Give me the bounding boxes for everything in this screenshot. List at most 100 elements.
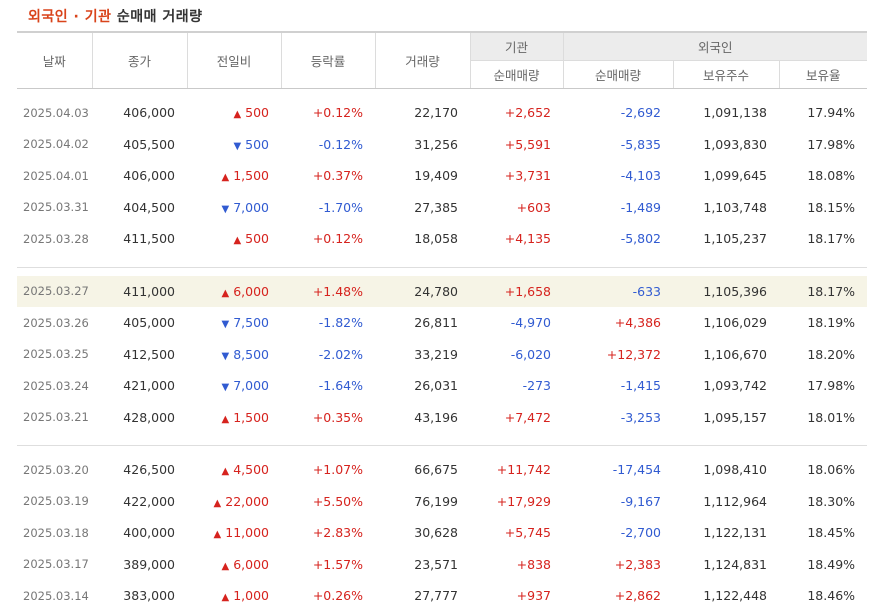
table-row: 2025.04.01 406,000 ▲ 1,500 +0.37% 19,409 +3,73…: [17, 160, 867, 192]
cell-close: 411,000: [92, 275, 187, 307]
cell-date: 2025.03.25: [23, 347, 89, 362]
spacer-row: [17, 267, 867, 276]
trading-table: 날짜 종가 전일비 등락률 거래량 기관 외국인 순매매량 순매매량 보유주수 …: [17, 31, 868, 612]
header-foreign-hold: 보유주수: [672, 60, 779, 89]
cell-change: ▼ 7,000: [187, 370, 281, 402]
cell-foreign-hold: 1,106,670: [703, 346, 767, 362]
cell-foreign-ratio: 18.19%: [807, 315, 856, 331]
cell-volume: 18,058: [414, 231, 458, 247]
title-accent: 외국인 · 기관: [28, 9, 112, 25]
cell-foreign-ratio: 18.06%: [807, 462, 856, 478]
cell-rate: +0.35%: [312, 409, 363, 425]
cell-foreign-ratio: 17.98%: [807, 378, 856, 394]
change-value: 7,000: [233, 378, 269, 394]
page-title: 외국인 · 기관 순매매 거래량: [28, 6, 203, 26]
cell-close: 412,500: [123, 346, 175, 362]
header-inst-group: 기관: [469, 31, 563, 61]
cell-inst-net: +1,658: [470, 275, 563, 307]
cell-foreign-ratio: 18.08%: [807, 168, 856, 184]
cell-foreign-net: -2,700: [620, 525, 661, 541]
cell-change: ▼ 8,500: [187, 339, 281, 371]
cell-inst-net: +5,745: [504, 525, 551, 541]
cell-date: 2025.03.21: [23, 410, 89, 425]
cell-foreign-net: -5,835: [620, 136, 661, 152]
cell-rate: -1.64%: [318, 378, 363, 394]
cell-foreign-ratio: 18.30%: [807, 493, 856, 509]
change-value: 500: [245, 105, 269, 121]
cell-inst-net: +7,472: [504, 409, 551, 425]
table-body: 2025.04.03 406,000 ▲ 500 +0.12% 22,170 +2,652-…: [17, 89, 868, 612]
cell-foreign-hold: 1,099,645: [703, 168, 767, 184]
cell-foreign-net: -633: [563, 275, 673, 307]
cell-change: ▲ 1,500: [187, 160, 281, 192]
cell-close: 406,000: [123, 105, 175, 121]
cell-foreign-net: -4,103: [620, 168, 661, 184]
cell-close: 422,000: [123, 493, 175, 509]
cell-inst-net: +5,591: [504, 136, 551, 152]
cell-inst-net: +11,742: [496, 462, 551, 478]
change-value: 22,000: [225, 493, 269, 509]
cell-volume: 30,628: [414, 525, 458, 541]
cell-date: 2025.03.24: [23, 378, 89, 393]
group-separator: [17, 433, 868, 446]
spacer-cell: [17, 433, 868, 446]
header-rate: 등락률: [280, 31, 375, 89]
cell-change: ▲ 500: [187, 97, 281, 129]
cell-rate: -0.12%: [318, 136, 363, 152]
cell-volume: 31,256: [414, 136, 458, 152]
cell-foreign-net: +12,372: [606, 346, 661, 362]
cell-foreign-hold: 1,095,157: [703, 409, 767, 425]
change-value: 7,500: [233, 315, 269, 331]
cell-foreign-hold: 1,105,237: [703, 231, 767, 247]
cell-foreign-ratio: 18.49%: [807, 556, 856, 572]
triangle-up-icon: ▲: [221, 466, 230, 478]
cell-foreign-net: +4,386: [614, 315, 661, 331]
cell-foreign-net: -1,489: [620, 199, 661, 215]
change-value: 11,000: [225, 525, 269, 541]
cell-inst-net: +17,929: [496, 493, 551, 509]
group-separator: [17, 254, 868, 268]
table-row: 2025.03.19 422,000 ▲ 22,000 +5.50% 76,199 +17,…: [17, 486, 867, 518]
cell-date: 2025.04.01: [23, 168, 89, 183]
table-row: 2025.03.21 428,000 ▲ 1,500 +0.35% 43,196 +7,47…: [17, 402, 867, 434]
cell-rate: -2.02%: [318, 346, 363, 362]
cell-foreign-hold: 1,091,138: [703, 105, 767, 121]
cell-date: 2025.03.19: [23, 494, 89, 509]
cell-volume: 23,571: [414, 556, 458, 572]
cell-close: 404,500: [123, 199, 175, 215]
cell-change: ▲ 500: [187, 223, 281, 255]
cell-change: ▼ 500: [187, 129, 281, 161]
cell-date: 2025.03.17: [23, 557, 89, 572]
cell-rate: +0.37%: [312, 168, 363, 184]
cell-volume: 76,199: [414, 493, 458, 509]
header-volume: 거래량: [374, 31, 470, 89]
table-row: 2025.03.31 404,500 ▼ 7,000 -1.70% 27,385 +603 -…: [17, 192, 867, 224]
cell-foreign-hold: 1,093,830: [703, 136, 767, 152]
cell-foreign-net: +2,383: [614, 556, 661, 572]
triangle-up-icon: ▲: [221, 592, 230, 604]
cell-close: 405,000: [123, 315, 175, 331]
cell-foreign-net: -2,692: [620, 105, 661, 121]
triangle-down-icon: ▼: [221, 382, 230, 394]
cell-volume: 26,811: [414, 315, 458, 331]
table-row: 2025.04.02 405,500 ▼ 500 -0.12% 31,256 +5,591 -…: [17, 129, 867, 161]
cell-foreign-ratio: 17.94%: [807, 105, 856, 121]
cell-volume: 43,196: [414, 409, 458, 425]
cell-foreign-net: -5,802: [620, 231, 661, 247]
change-value: 4,500: [233, 462, 269, 478]
cell-rate: -1.70%: [318, 199, 363, 215]
header-date: 날짜: [17, 31, 92, 89]
cell-foreign-hold: 1,106,029: [703, 315, 767, 331]
triangle-down-icon: ▼: [221, 350, 230, 362]
cell-volume: 66,675: [414, 462, 458, 478]
triangle-up-icon: ▲: [213, 529, 222, 541]
cell-inst-net: +3,731: [504, 168, 551, 184]
cell-close: 428,000: [123, 409, 175, 425]
spacer-cell: [17, 267, 867, 276]
cell-close: 405,500: [123, 136, 175, 152]
cell-rate: +0.12%: [312, 105, 363, 121]
cell-foreign-ratio: 18.01%: [807, 409, 856, 425]
spacer-row: [17, 446, 867, 455]
cell-change: ▲ 22,000: [187, 486, 281, 518]
table-row: 2025.04.03 406,000 ▲ 500 +0.12% 22,170 +2,652 -…: [17, 97, 867, 129]
